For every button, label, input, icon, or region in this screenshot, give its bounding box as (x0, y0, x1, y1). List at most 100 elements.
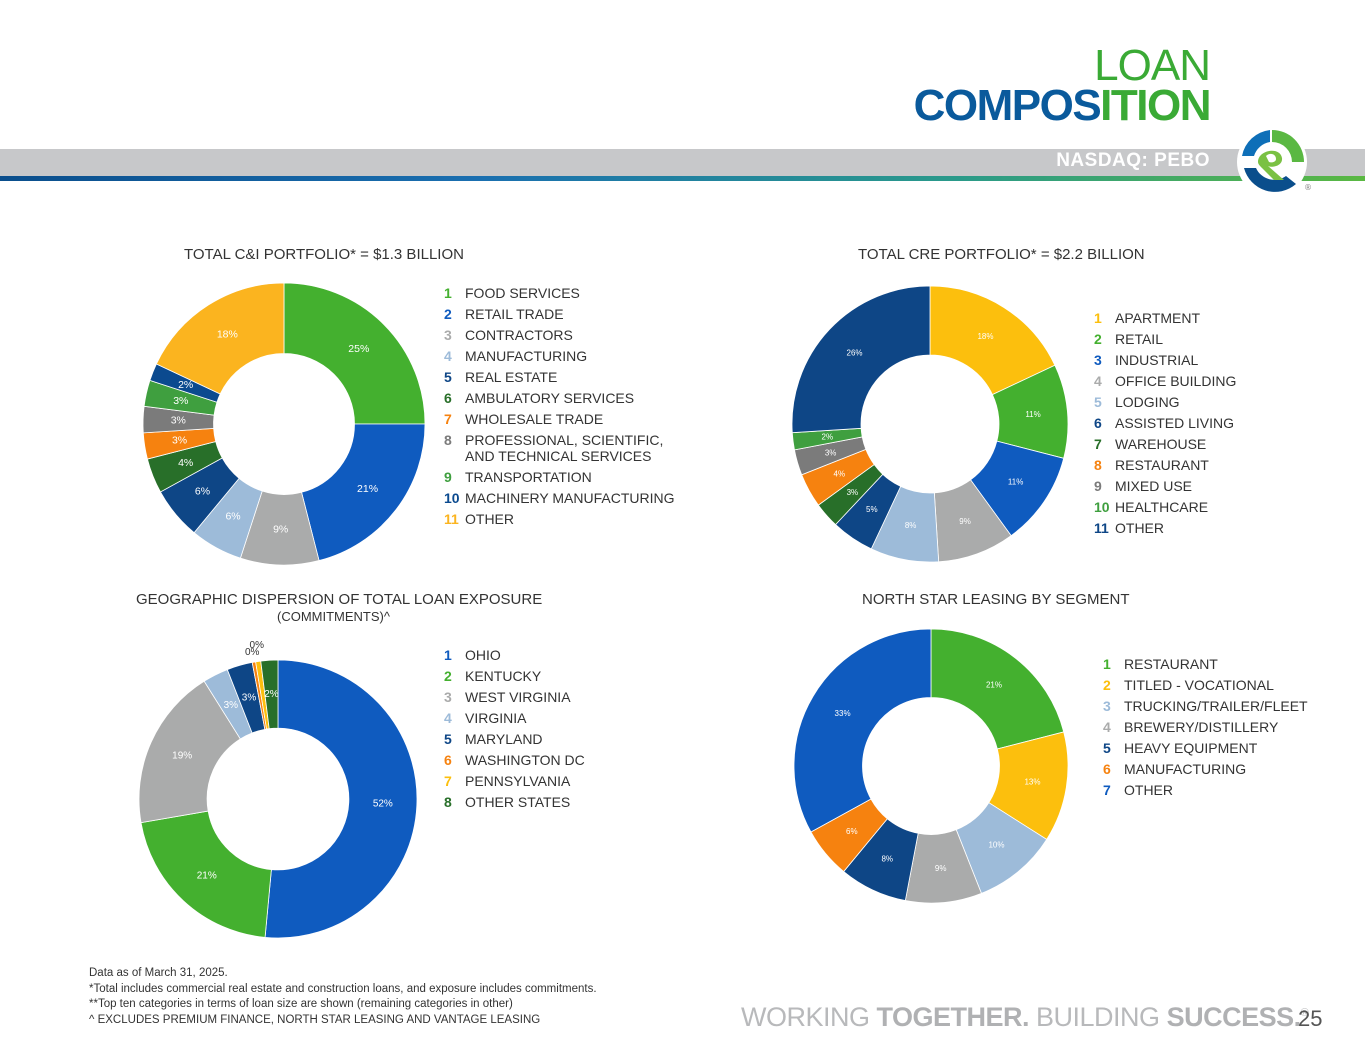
legend-item-restaurant: 8 RESTAURANT (1094, 455, 1236, 476)
legend-item-industrial: 3 INDUSTRIAL (1094, 350, 1236, 371)
cre-chart-title: TOTAL CRE PORTFOLIO* = $2.2 BILLION (858, 246, 1145, 263)
data-label-healthcare: 2% (822, 432, 834, 441)
slice-other-states (260, 659, 279, 730)
legend-label: WEST VIRGINIA (465, 689, 571, 705)
legend-label: INDUSTRIAL (1115, 352, 1199, 368)
legend-item-washington-dc: 6 WASHINGTON DC (444, 750, 585, 771)
legend-label: MARYLAND (465, 731, 543, 747)
legend-item-warehouse: 7 WAREHOUSE (1094, 434, 1236, 455)
geo-donut-chart: 52% 21% 19% 3%3% 0%0% 2% (138, 640, 418, 939)
legend-item-other: 11 OTHER (1094, 518, 1236, 539)
tagline: WORKING TOGETHER. BUILDING SUCCESS.® (741, 1002, 1309, 1033)
legend-number: 3 (1094, 352, 1102, 368)
slice-other (791, 285, 931, 434)
slice-food-services (283, 282, 426, 425)
data-label-machinery-manufacturing: 2% (178, 379, 193, 391)
footnotes: Data as of March 31, 2025. *Total includ… (89, 966, 597, 1028)
footnote-excludes: ^ EXCLUDES PREMIUM FINANCE, NORTH STAR L… (89, 1013, 541, 1026)
legend-item-manufacturing: 4 MANUFACTURING (444, 346, 675, 367)
data-label-heavy-equipment: 8% (881, 854, 893, 863)
footnote-date: Data as of March 31, 2025. (89, 967, 228, 979)
legend-number: 5 (1103, 740, 1111, 756)
legend-label: PENNSYLVANIA (465, 773, 571, 789)
legend-label: TRANSPORTATION (465, 469, 592, 485)
legend-number: 1 (1094, 310, 1102, 326)
legend-item-assisted-living: 6 ASSISTED LIVING (1094, 413, 1236, 434)
legend-label: BREWERY/DISTILLERY (1124, 719, 1279, 735)
legend-number: 4 (444, 710, 452, 726)
legend-label: RESTAURANT (1124, 656, 1218, 672)
legend-item-ohio: 1 OHIO (444, 645, 585, 666)
legend-label: OTHER STATES (465, 794, 571, 810)
geo-legend: 1 OHIO 2 KENTUCKY 3 WEST VIRGINIA 4 VIRGINIA 5 MA… (444, 645, 585, 813)
legend-number: 1 (444, 647, 452, 663)
legend-number: 9 (1094, 478, 1102, 494)
legend-label: PROFESSIONAL, SCIENTIFIC, AND TECHNICAL … (465, 432, 664, 464)
data-label-brewery-distillery: 9% (935, 864, 947, 873)
legend-item-other: 11 OTHER (444, 509, 675, 530)
legend-item-transportation: 9 TRANSPORTATION (444, 467, 675, 488)
legend-item-retail-trade: 2 RETAIL TRADE (444, 304, 675, 325)
footnote-total: *Total includes commercial real estate a… (89, 982, 597, 995)
legend-label: OTHER (465, 511, 514, 527)
slice-retail-trade (301, 423, 426, 562)
legend-item-lodging: 5 LODGING (1094, 392, 1236, 413)
legend-label: REAL ESTATE (465, 369, 558, 385)
legend-item-real-estate: 5 REAL ESTATE (444, 367, 675, 388)
slice-ohio (264, 659, 418, 939)
page-title: LOAN COMPOSITION (914, 43, 1212, 128)
cre-donut-chart: 18% 11% 11% 9% 8% 5% 3% 4% 3% 2% 26% (791, 285, 1069, 563)
legend-number: 5 (1094, 394, 1102, 410)
legend-label: HEAVY EQUIPMENT (1124, 740, 1258, 756)
data-label-restaurant: 4% (834, 469, 846, 478)
header-gradient-line (0, 176, 1365, 181)
legend-item-apartment: 1 APARTMENT (1094, 308, 1236, 329)
legend-item-trucking-trailer-fleet: 3 TRUCKING/TRAILER/FLEET (1103, 696, 1308, 717)
slice-other (155, 282, 285, 395)
data-label-lodging: 8% (905, 521, 917, 530)
data-label-retail: 11% (1025, 410, 1040, 419)
nsl-donut-chart: 21% 13% 10% 9% 8% 6% 33% (793, 628, 1069, 904)
data-label-manufacturing: 6% (225, 511, 240, 523)
legend-item-virginia: 4 VIRGINIA (444, 708, 585, 729)
data-label-food-services: 25% (348, 343, 369, 355)
data-label-ohio: 52% (373, 798, 393, 809)
nsl-chart-title: NORTH STAR LEASING BY SEGMENT (862, 591, 1130, 608)
data-label-maryland: 3% (242, 693, 257, 704)
legend-item-west-virginia: 3 WEST VIRGINIA (444, 687, 585, 708)
data-label-professional-scientific-and-technical-services: 3% (171, 415, 186, 427)
nsl-legend: 1 RESTAURANT 2 TITLED - VOCATIONAL 3 TRUCKING… (1103, 654, 1308, 801)
tagline-building: BUILDING (1029, 1002, 1167, 1032)
data-label-warehouse: 3% (847, 488, 859, 497)
data-label-apartment: 18% (977, 332, 993, 341)
data-label-kentucky: 21% (197, 871, 217, 882)
legend-label: WAREHOUSE (1115, 436, 1207, 452)
legend-item-titled-vocational: 2 TITLED - VOCATIONAL (1103, 675, 1308, 696)
legend-label: APARTMENT (1115, 310, 1201, 326)
legend-number: 8 (444, 432, 452, 448)
legend-item-pennsylvania: 7 PENNSYLVANIA (444, 771, 585, 792)
legend-number: 5 (444, 369, 452, 385)
data-label-other: 18% (217, 329, 238, 341)
slice-restaurant (930, 628, 1065, 750)
legend-number: 4 (444, 348, 452, 364)
legend-item-manufacturing: 6 MANUFACTURING (1103, 759, 1308, 780)
data-label-wholesale-trade: 3% (172, 435, 187, 447)
legend-item-ambulatory-services: 6 AMBULATORY SERVICES (444, 388, 675, 409)
header-banner (0, 149, 1365, 176)
legend-number: 6 (1094, 415, 1102, 431)
legend-label: AMBULATORY SERVICES (465, 390, 635, 406)
data-label-retail-trade: 21% (357, 483, 378, 495)
legend-number: 4 (1094, 373, 1102, 389)
legend-label: VIRGINIA (465, 710, 527, 726)
legend-number: 7 (1094, 436, 1102, 452)
data-label-trucking-trailer-fleet: 10% (988, 841, 1004, 850)
legend-number: 6 (1103, 761, 1111, 777)
legend-item-mixed-use: 9 MIXED USE (1094, 476, 1236, 497)
tagline-registered-mark: ® (1300, 1007, 1309, 1019)
legend-label: OFFICE BUILDING (1115, 373, 1237, 389)
data-label-contractors: 9% (273, 524, 288, 536)
legend-label: MANUFACTURING (1124, 761, 1247, 777)
legend-label: CONTRACTORS (465, 327, 573, 343)
legend-label: HEALTHCARE (1115, 499, 1209, 515)
